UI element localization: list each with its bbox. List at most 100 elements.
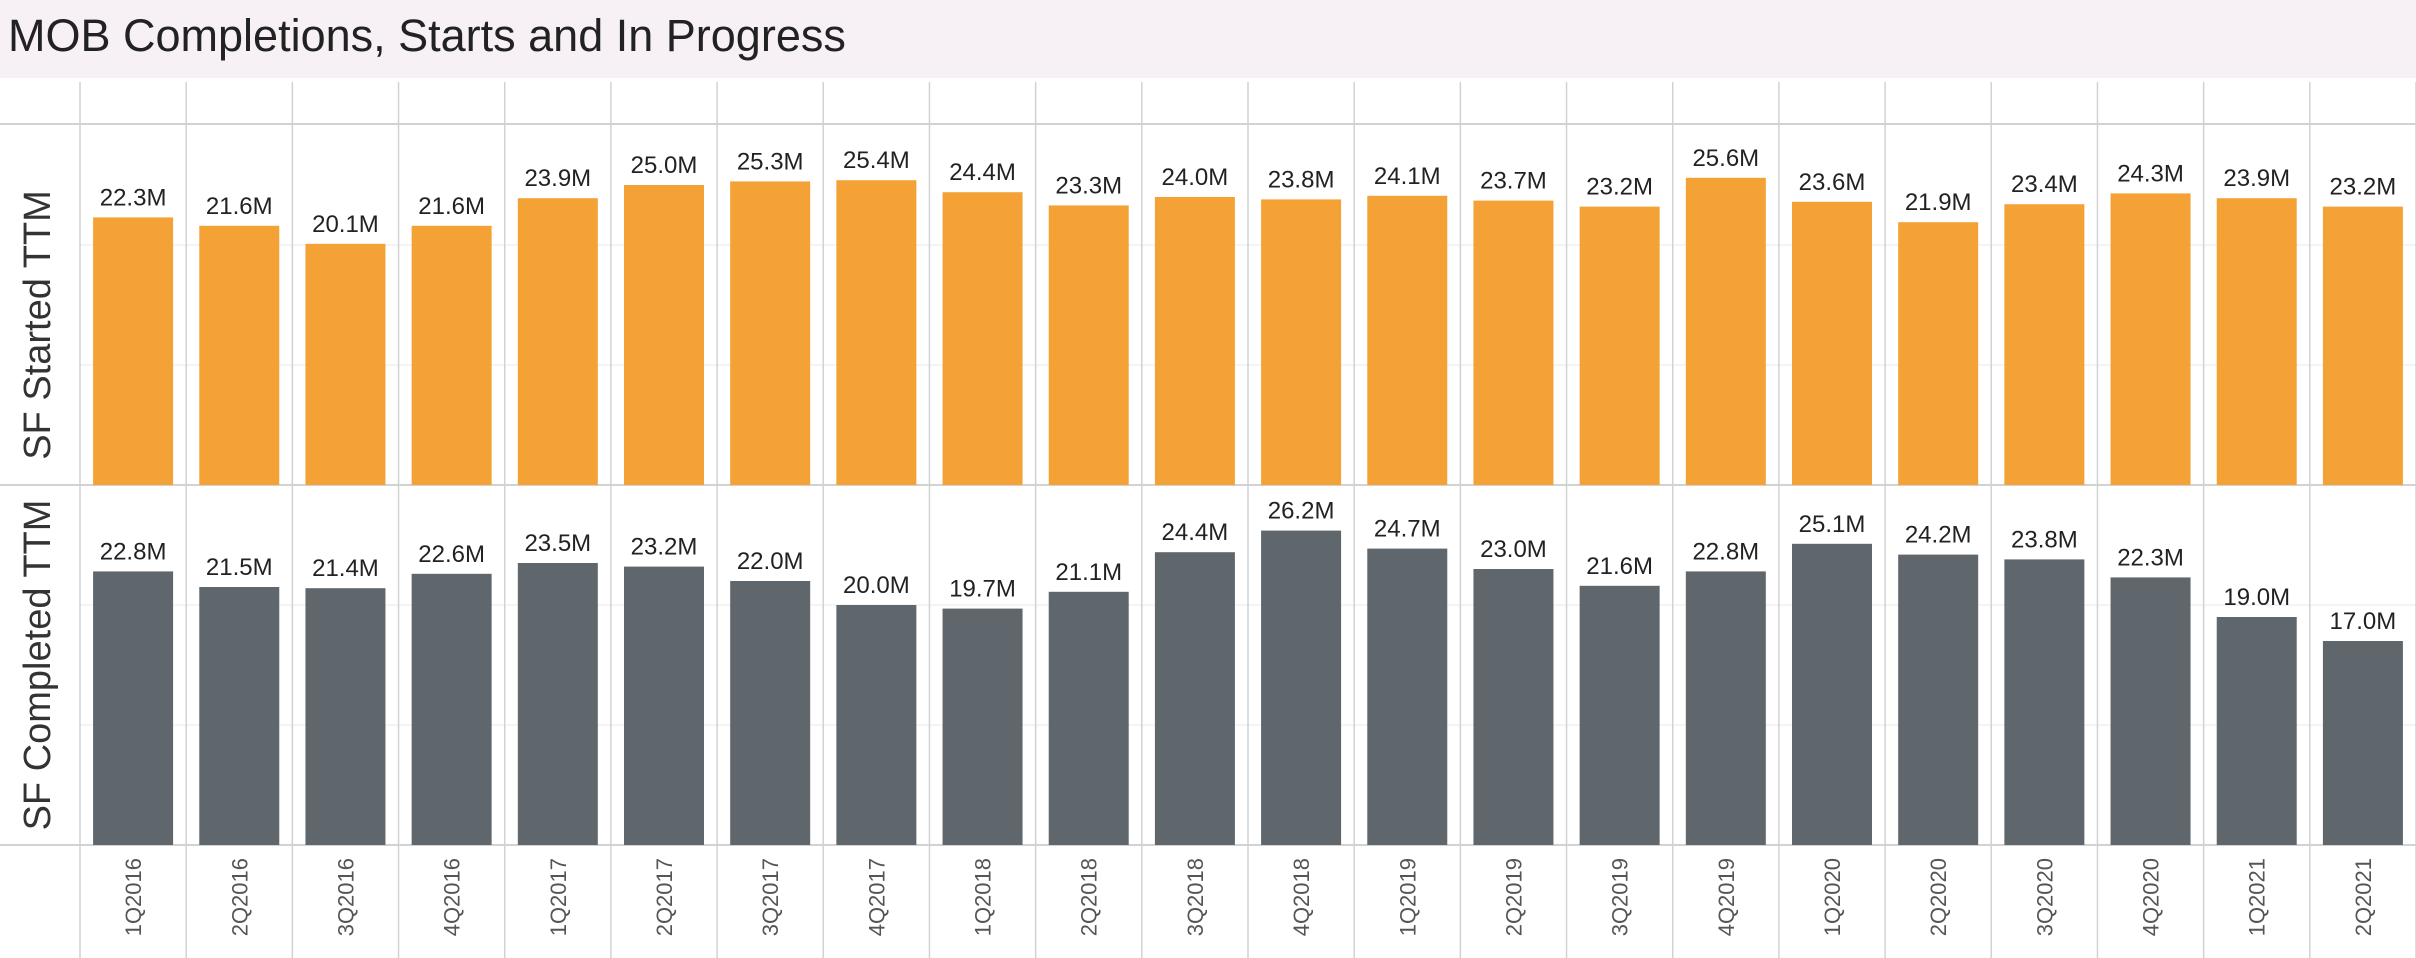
completed-data-label: 23.2M <box>631 534 698 561</box>
completed-bar <box>199 587 280 845</box>
completed-data-label: 25.1M <box>1799 511 1866 538</box>
started-bar <box>1048 205 1129 485</box>
x-tick-label: 1Q2016 <box>121 858 146 936</box>
x-tick-label: 2Q2020 <box>1926 858 1951 936</box>
started-data-label: 23.6M <box>1799 169 1866 196</box>
completed-data-label: 19.0M <box>2223 584 2290 611</box>
y-axis-title-started: SF Started TTM <box>17 190 59 460</box>
completed-bar <box>1579 585 1660 845</box>
started-data-label: 23.2M <box>2330 174 2397 201</box>
completed-bar <box>1473 569 1554 845</box>
started-bar <box>2322 206 2403 485</box>
started-data-label: 25.6M <box>1692 145 1759 172</box>
x-tick-label: 3Q2016 <box>333 858 358 936</box>
started-bar <box>1367 195 1448 486</box>
started-data-label: 23.9M <box>2223 165 2290 192</box>
started-bar <box>1154 197 1235 485</box>
completed-bar <box>2110 577 2191 845</box>
completed-data-label: 22.0M <box>737 548 804 575</box>
completed-data-label: 24.7M <box>1374 516 1441 543</box>
completed-bar <box>942 608 1023 845</box>
completed-data-label: 17.0M <box>2330 608 2397 635</box>
completed-bar <box>1261 530 1342 845</box>
started-data-label: 24.3M <box>2117 160 2184 187</box>
started-bar <box>93 217 174 485</box>
started-data-label: 21.6M <box>418 193 485 220</box>
completed-data-label: 19.7M <box>949 576 1016 603</box>
started-bar <box>1898 222 1979 485</box>
completed-data-label: 22.6M <box>418 541 485 568</box>
x-tick-label: 1Q2018 <box>971 858 996 936</box>
completed-bar <box>1048 591 1129 845</box>
chart-title: MOB Completions, Starts and In Progress <box>8 10 846 61</box>
x-tick-label: 3Q2018 <box>1183 858 1208 936</box>
x-tick-label: 2Q2019 <box>1501 858 1526 936</box>
bars-layer <box>93 177 2403 845</box>
completed-bar <box>1367 548 1448 845</box>
completed-bar <box>93 571 174 845</box>
completed-bar <box>624 566 704 845</box>
x-tick-label: 4Q2020 <box>2139 858 2164 936</box>
x-tick-label: 3Q2017 <box>758 858 783 936</box>
started-data-label: 25.3M <box>737 148 804 175</box>
started-bar <box>1473 200 1554 485</box>
x-tick-label: 4Q2018 <box>1289 858 1314 936</box>
completed-data-label: 21.1M <box>1055 559 1122 586</box>
completed-data-label: 22.3M <box>2117 544 2184 571</box>
x-tick-label: 1Q2021 <box>2245 858 2270 936</box>
completed-bar <box>411 573 492 845</box>
completed-bar <box>305 588 386 845</box>
completed-bar <box>836 605 917 845</box>
completed-bar <box>730 581 811 845</box>
started-bar <box>517 198 598 485</box>
started-bar <box>942 192 1023 485</box>
x-tick-label: 4Q2017 <box>864 858 889 936</box>
completed-data-label: 26.2M <box>1268 498 1335 525</box>
started-bar <box>2110 193 2191 485</box>
started-data-label: 23.7M <box>1480 168 1547 195</box>
x-tick-label: 1Q2019 <box>1395 858 1420 936</box>
x-tick-label: 2Q2016 <box>227 858 252 936</box>
started-bar <box>411 225 492 486</box>
started-data-label: 25.0M <box>631 152 698 179</box>
started-bar <box>305 243 386 485</box>
x-tick-label: 4Q2019 <box>1714 858 1739 936</box>
completed-data-label: 24.2M <box>1905 522 1972 549</box>
started-data-label: 22.3M <box>100 184 167 211</box>
started-bar <box>1579 206 1660 485</box>
x-tick-label: 3Q2020 <box>2032 858 2057 936</box>
completed-data-label: 22.8M <box>1692 538 1759 565</box>
completed-data-label: 22.8M <box>100 538 167 565</box>
started-data-label: 23.2M <box>1586 174 1653 201</box>
started-data-label: 23.8M <box>1268 166 1335 193</box>
started-data-label: 21.9M <box>1905 189 1972 216</box>
started-data-label: 24.1M <box>1374 163 1441 190</box>
started-data-label: 23.3M <box>1055 172 1122 199</box>
started-data-label: 25.4M <box>843 147 910 174</box>
completed-data-label: 23.5M <box>524 530 591 557</box>
started-data-label: 23.4M <box>2011 171 2078 198</box>
started-bar <box>1261 199 1342 485</box>
started-bar <box>2004 204 2085 485</box>
started-data-label: 24.4M <box>949 159 1016 186</box>
completed-bar <box>517 563 598 845</box>
completed-bar <box>1898 554 1979 845</box>
started-data-label: 21.6M <box>206 193 273 220</box>
started-bar <box>730 181 811 485</box>
started-bar <box>624 185 704 485</box>
completed-data-label: 23.8M <box>2011 526 2078 553</box>
started-data-label: 20.1M <box>312 211 379 238</box>
x-tick-label: 3Q2019 <box>1608 858 1633 936</box>
started-bar <box>1685 177 1766 486</box>
started-bar <box>836 180 917 485</box>
completed-bar <box>2216 617 2297 845</box>
completed-data-label: 23.0M <box>1480 536 1547 563</box>
completed-data-label: 21.6M <box>1586 553 1653 580</box>
title-bar: MOB Completions, Starts and In Progress <box>0 0 2416 78</box>
data-labels-layer: 22.3M 21.6M 20.1M 21.6M 23.9M 25.0M 25.3M 25.4M… <box>100 145 2397 635</box>
completed-bar <box>1685 571 1766 845</box>
y-axis-title-completed: SF Completed TTM <box>17 500 59 831</box>
started-data-label: 24.0M <box>1162 164 1229 191</box>
x-axis-tick-labels: 1Q2016 2Q2016 3Q2016 4Q2016 1Q2017 2Q2017 3Q20… <box>121 858 2376 936</box>
x-tick-label: 2Q2018 <box>1077 858 1102 936</box>
